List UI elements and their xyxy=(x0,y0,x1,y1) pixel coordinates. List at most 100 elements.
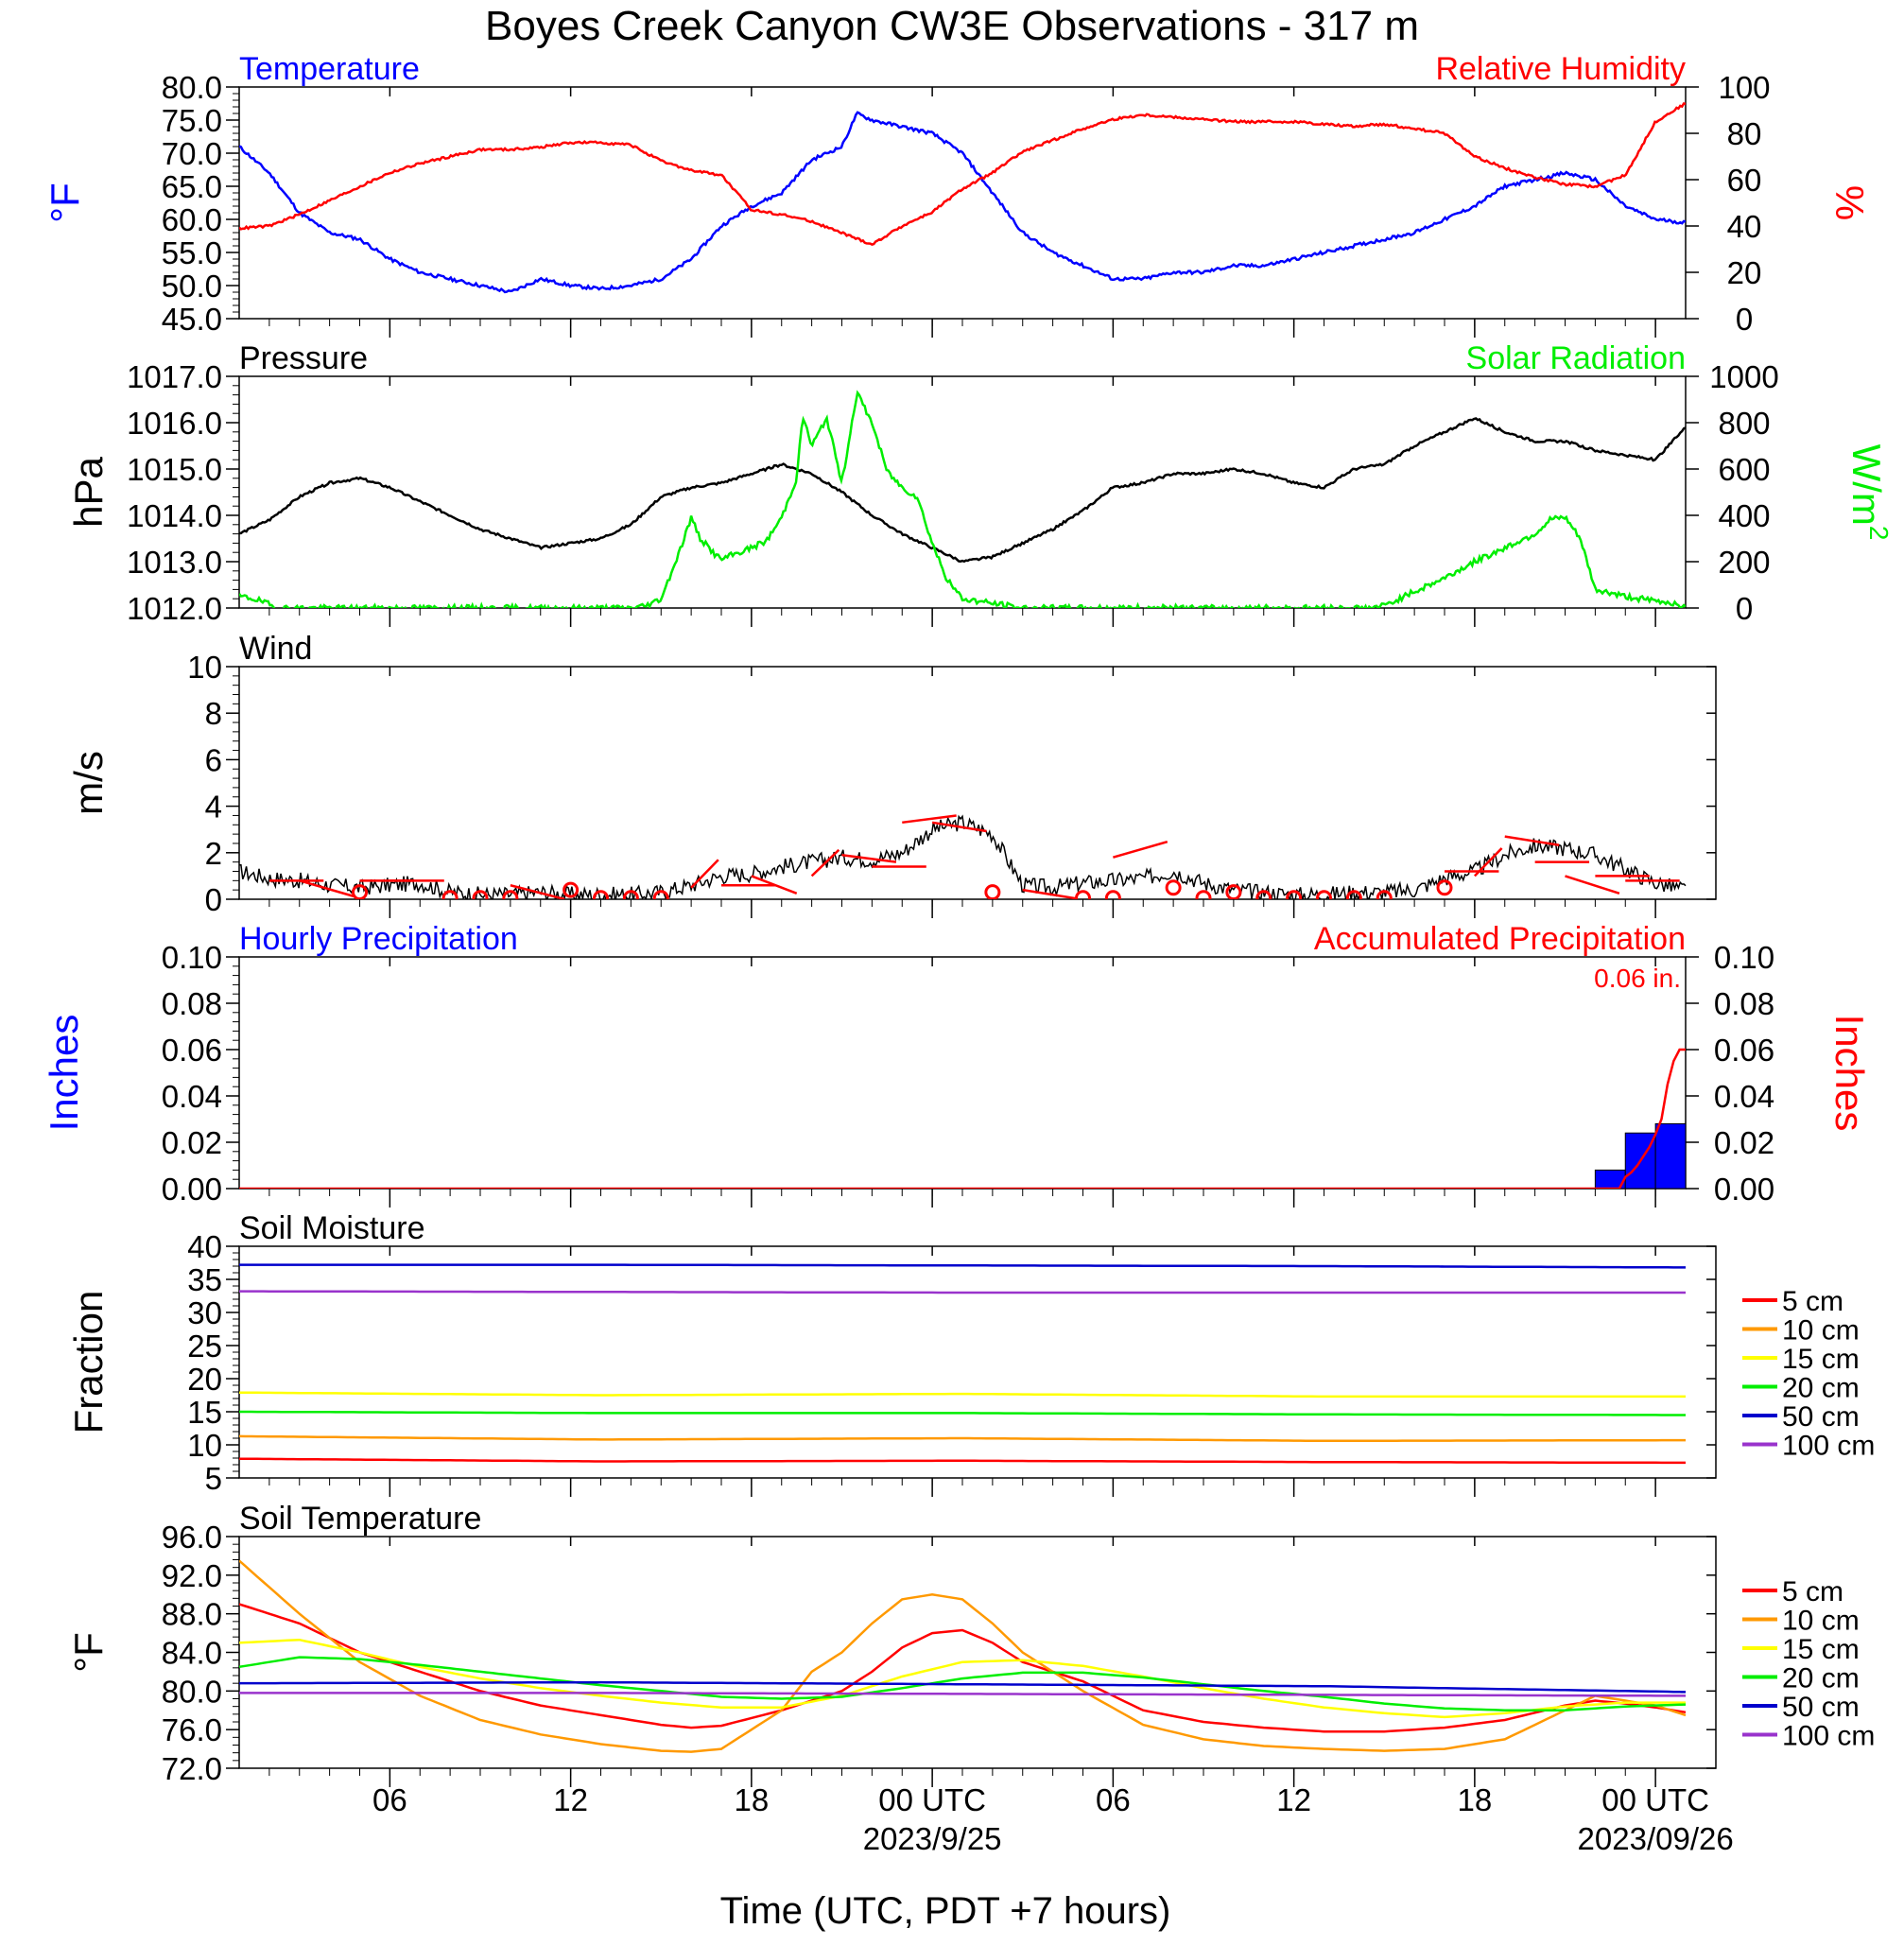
y2-tick-label: 400 xyxy=(1718,498,1770,533)
series-20-cm xyxy=(239,1410,1686,1416)
panels: 45.050.055.060.065.070.075.080.002040608… xyxy=(42,51,1894,1856)
legend-label: 5 cm xyxy=(1782,1286,1843,1317)
calm-marker xyxy=(1195,890,1212,899)
panel-left-title: Soil Moisture xyxy=(239,1210,425,1246)
legend-label: 50 cm xyxy=(1782,1692,1860,1723)
y2-tick-label: 600 xyxy=(1718,452,1770,487)
y-tick-label: 0.10 xyxy=(162,940,222,975)
y-tick-label: 0.00 xyxy=(162,1172,222,1207)
calm-marker xyxy=(1104,890,1121,899)
y-tick-label: 10 xyxy=(187,650,222,685)
calm-marker xyxy=(563,881,580,898)
y2-tick-label: 0.06 xyxy=(1714,1033,1774,1068)
y2-tick-label: 0.02 xyxy=(1714,1125,1774,1160)
calm-marker xyxy=(1075,890,1091,899)
wind-barb xyxy=(1113,840,1168,859)
panel-precip: 0.00 0.02 0.04 0.06 0.08 0.10 0.00 0.02 0.04 0.06… xyxy=(42,921,1872,1208)
x-tick-label: 12 xyxy=(553,1782,588,1817)
y-tick-label: 1013.0 xyxy=(127,545,222,580)
series-accumulated-precipitation xyxy=(239,1048,1686,1189)
y2-axis-label: W/m2 xyxy=(1844,444,1894,541)
calm-marker xyxy=(1316,890,1332,899)
y-tick-label: 0.04 xyxy=(162,1079,222,1114)
x-axis-label: Time (UTC, PDT +7 hours) xyxy=(720,1890,1171,1932)
x-tick-label: 12 xyxy=(1276,1782,1311,1817)
panel-pressure-solar: 1012.0 1013.0 1014.0 1015.0 1016.0 1017.0 0 200… xyxy=(66,340,1894,627)
y-tick-label: 96.0 xyxy=(162,1520,222,1555)
y2-tick-label: 0.10 xyxy=(1714,940,1774,975)
wind-barb xyxy=(841,854,897,863)
calm-marker xyxy=(652,890,669,899)
y-tick-label: 25 xyxy=(187,1329,222,1364)
series-wind xyxy=(239,814,1687,899)
legend-label: 100 cm xyxy=(1782,1431,1875,1462)
series-pressure xyxy=(239,417,1686,564)
y-tick-label: 0.08 xyxy=(162,986,222,1021)
legend-label: 20 cm xyxy=(1782,1373,1860,1404)
series-15-cm xyxy=(239,1391,1686,1399)
y2-tick-label: 0.00 xyxy=(1714,1172,1774,1207)
panel-left-title: Pressure xyxy=(239,340,368,376)
y2-axis-label: Inches xyxy=(1827,1015,1872,1132)
y2-tick-label: 1000 xyxy=(1709,359,1778,394)
y-tick-label: 20 xyxy=(187,1362,222,1397)
y-tick-label: 35 xyxy=(187,1262,222,1297)
y2-tick-label: 200 xyxy=(1718,545,1770,580)
y2-tick-label: 100 xyxy=(1718,70,1770,105)
y-tick-label: 10 xyxy=(187,1428,222,1463)
y2-tick-label: 0.08 xyxy=(1714,986,1774,1021)
x-tick-label: 00 UTC xyxy=(1601,1782,1709,1817)
x-tick-label: 06 xyxy=(372,1782,407,1817)
y-tick-label: 65.0 xyxy=(162,169,222,204)
calm-marker xyxy=(622,890,639,899)
wind-barb xyxy=(1504,835,1560,847)
panel-frame xyxy=(238,375,1687,609)
series-group xyxy=(239,1048,1686,1189)
y2-axis-label: % xyxy=(1827,185,1872,220)
calm-marker xyxy=(441,890,459,899)
x-tick-label: 18 xyxy=(735,1782,770,1817)
y-tick-label: 60.0 xyxy=(162,202,222,237)
y-tick-label: 0.06 xyxy=(162,1033,222,1068)
chart-title: Boyes Creek Canyon CW3E Observations - 3… xyxy=(485,3,1419,49)
y2-tick-label: 800 xyxy=(1718,406,1770,441)
y-tick-label: 80.0 xyxy=(162,70,222,105)
y-tick-label: 50.0 xyxy=(162,269,222,304)
x-date-label: 2023/9/25 xyxy=(863,1821,1002,1856)
y-tick-label: 15 xyxy=(187,1395,222,1430)
series-10-cm xyxy=(239,1559,1687,1753)
panel-temp-rh: 45.050.055.060.065.070.075.080.0 0 20 40 60 8… xyxy=(43,51,1872,338)
wind-barb xyxy=(1473,847,1503,877)
calm-marker xyxy=(1345,890,1362,899)
panel-left-title: Hourly Precipitation xyxy=(239,921,518,957)
y-tick-label: 92.0 xyxy=(162,1558,222,1593)
legend-label: 100 cm xyxy=(1782,1721,1875,1752)
y2-tick-label: 20 xyxy=(1727,255,1762,290)
y-tick-label: 6 xyxy=(205,742,222,777)
panel-soil-temp: 72.0 76.080.084.0 88.0 92.096.0 Soil Tempera… xyxy=(66,1501,1875,1787)
series-group xyxy=(239,390,1686,608)
panel-frame xyxy=(238,1536,1717,1769)
series-100-cm xyxy=(239,1290,1686,1294)
y-tick-label: 75.0 xyxy=(162,103,222,138)
panel-left-title: Temperature xyxy=(239,51,420,87)
calm-marker xyxy=(1286,890,1303,899)
panel-frame xyxy=(238,956,1687,1190)
series-5-cm xyxy=(239,1457,1686,1465)
y-axis-label: Inches xyxy=(42,1015,86,1132)
x-date-label: 2023/09/26 xyxy=(1578,1821,1734,1856)
series-group xyxy=(239,1263,1686,1465)
calm-marker xyxy=(472,890,489,899)
y-axis-label: °F xyxy=(66,1632,111,1672)
y2-tick-label: 0 xyxy=(1736,591,1753,626)
y2-tick-label: 0 xyxy=(1736,302,1753,337)
panel-frame xyxy=(238,1245,1717,1479)
y-tick-label: 8 xyxy=(205,696,222,731)
series-temperature xyxy=(239,111,1686,294)
calm-marker xyxy=(593,890,609,899)
y-tick-label: 1015.0 xyxy=(127,452,222,487)
wind-barb xyxy=(751,875,798,895)
y-axis-label: Fraction xyxy=(66,1291,111,1434)
y-axis-label: °F xyxy=(43,182,87,222)
